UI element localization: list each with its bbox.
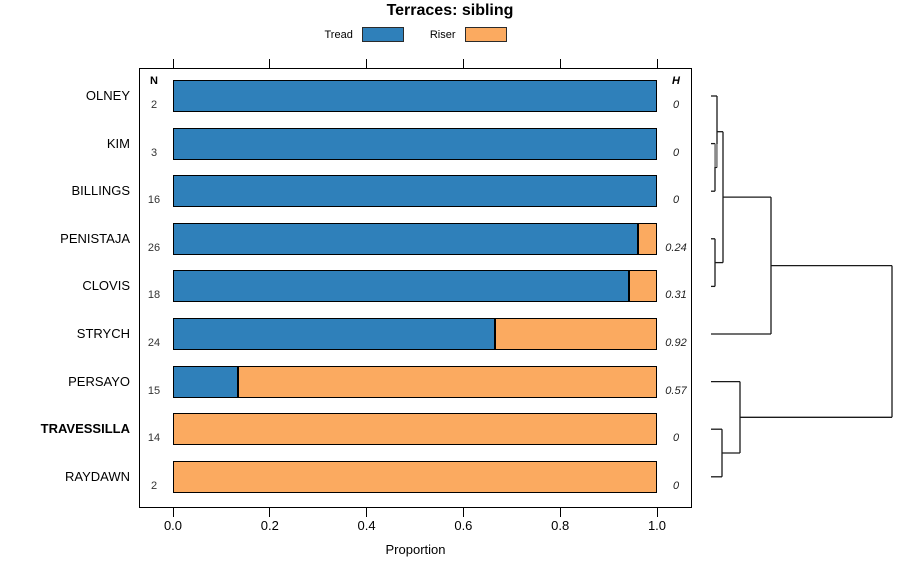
- bar-segment-divider: [636, 223, 639, 254]
- n-value: 24: [147, 337, 161, 349]
- category-label: BILLINGS: [71, 183, 130, 199]
- bar-row: [173, 413, 657, 446]
- category-label: CLOVIS: [82, 278, 130, 294]
- bar-row: [173, 222, 657, 255]
- h-value: 0.24: [665, 241, 687, 254]
- x-tick-label: 1.0: [647, 518, 667, 533]
- bar-riser-segment: [238, 366, 656, 397]
- legend-item: Riser: [430, 27, 507, 42]
- n-value: 26: [147, 241, 161, 254]
- n-value: 14: [147, 432, 161, 445]
- x-tick-label: 0.6: [454, 518, 473, 533]
- bar-tread-segment: [174, 271, 629, 302]
- bar-row: [173, 365, 657, 398]
- category-label: RAYDAWN: [65, 468, 130, 484]
- x-tick-top: [269, 59, 271, 68]
- category-label: PENISTAJA: [60, 230, 130, 246]
- legend-swatch-riser: [464, 27, 507, 42]
- bar-tread-segment: [174, 319, 496, 349]
- h-value: 0: [672, 146, 680, 159]
- category-label: TRAVESSILLA: [40, 421, 130, 437]
- bar-tread-segment: [174, 128, 656, 159]
- category-label: PERSAYO: [68, 373, 130, 389]
- x-tick-label: 0.4: [357, 518, 376, 533]
- x-tick-label: 0.0: [163, 518, 183, 533]
- h-value: 0: [672, 432, 680, 445]
- chart-title: Terraces: sibling: [386, 2, 514, 19]
- x-tick-bottom: [656, 508, 658, 517]
- bar-row: [173, 460, 657, 493]
- bar-row: [173, 270, 657, 303]
- bar-tread-segment: [174, 366, 239, 397]
- bar-segment-divider: [628, 271, 630, 302]
- bar-row: [173, 175, 657, 208]
- legend-label: Tread: [324, 28, 353, 41]
- n-value: 15: [147, 384, 161, 397]
- bar-riser-segment: [174, 414, 656, 445]
- x-tick-top: [656, 59, 658, 68]
- bar-riser-segment: [174, 461, 656, 492]
- h-value: 0.57: [665, 384, 687, 397]
- bar-row: [173, 80, 657, 112]
- legend-item: Tread: [325, 27, 404, 42]
- n-value: 18: [147, 289, 161, 302]
- bar-row: [173, 127, 657, 160]
- n-column-header: N: [150, 75, 158, 87]
- n-value: 2: [150, 479, 158, 492]
- x-tick-bottom: [269, 508, 271, 517]
- category-label: OLNEY: [85, 88, 130, 103]
- category-label: STRYCH: [76, 326, 130, 341]
- bar-tread-segment: [174, 81, 656, 111]
- plot-panel: [139, 68, 692, 508]
- h-value: 0.92: [665, 337, 687, 349]
- bar-tread-segment: [174, 223, 638, 254]
- x-tick-label: 0.2: [260, 518, 279, 533]
- h-value: 0: [672, 479, 680, 492]
- n-value: 3: [150, 146, 158, 159]
- bar-tread-segment: [174, 176, 656, 207]
- h-value: 0.31: [665, 289, 687, 302]
- n-value: 2: [150, 99, 158, 111]
- bar-segment-divider: [237, 366, 240, 397]
- h-value: 0: [672, 194, 680, 207]
- x-tick-top: [366, 59, 368, 68]
- x-tick-top: [462, 59, 464, 68]
- x-tick-bottom: [559, 508, 561, 517]
- legend: Tread Riser: [139, 26, 692, 43]
- bar-row: [173, 318, 657, 350]
- x-tick-bottom: [366, 508, 368, 517]
- bar-segment-divider: [494, 319, 497, 349]
- bar-riser-segment: [629, 271, 656, 302]
- legend-swatch-tread: [361, 27, 404, 42]
- x-tick-top: [559, 59, 561, 68]
- x-axis-label: Proportion: [385, 542, 446, 557]
- category-label: KIM: [106, 135, 130, 151]
- bar-riser-segment: [495, 319, 656, 349]
- n-value: 16: [147, 194, 161, 207]
- x-tick-bottom: [172, 508, 174, 517]
- bar-riser-segment: [637, 223, 656, 254]
- h-column-header: H: [672, 75, 680, 87]
- h-value: 0: [672, 99, 680, 111]
- x-tick-label: 0.8: [551, 518, 570, 533]
- x-tick-bottom: [462, 508, 464, 517]
- x-tick-top: [172, 59, 174, 68]
- legend-label: Riser: [429, 28, 456, 41]
